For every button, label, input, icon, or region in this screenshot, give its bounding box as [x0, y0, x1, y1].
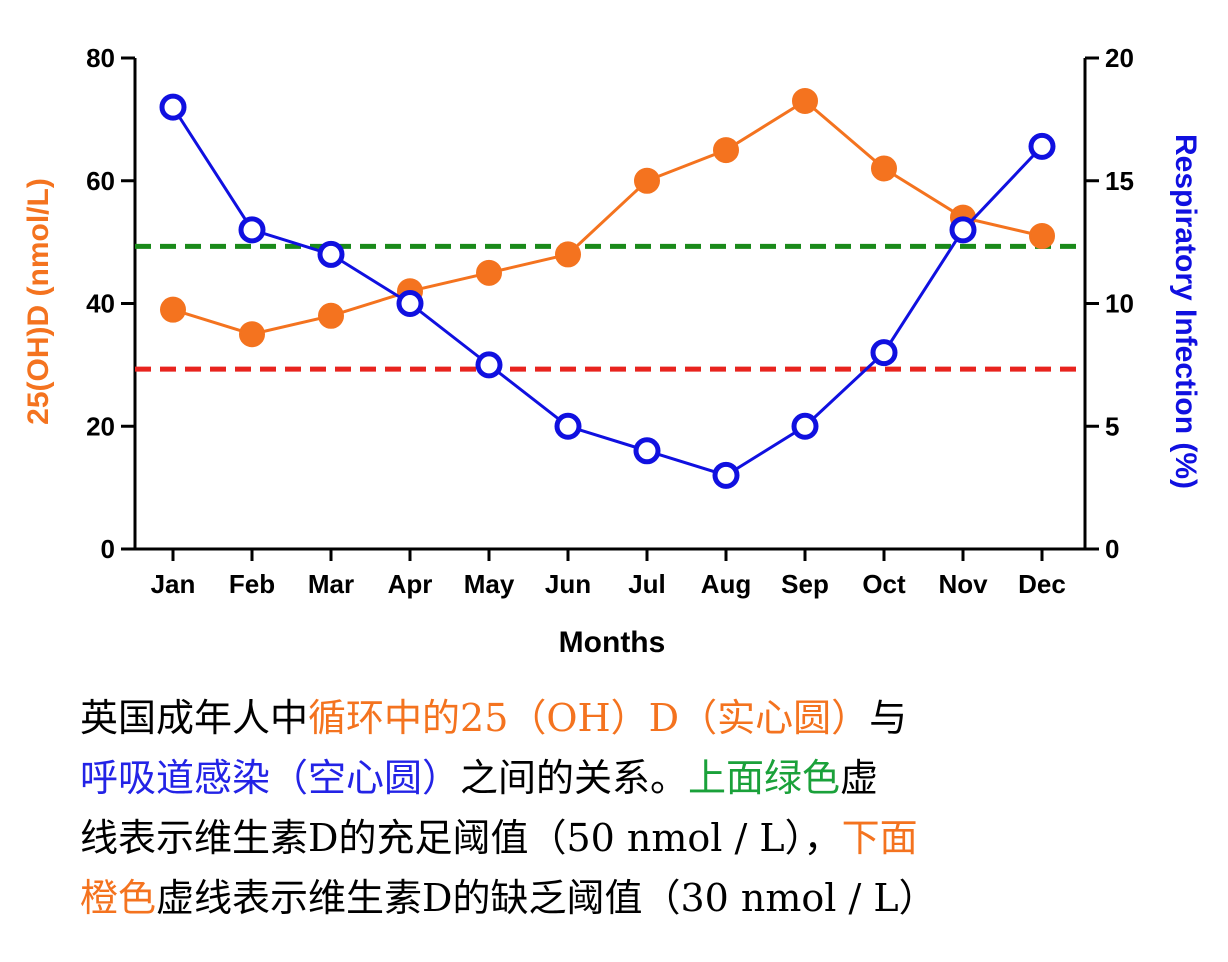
- right-axis-title: Respiratory Infection (%): [1169, 134, 1202, 489]
- vitamin-d-point: [476, 259, 502, 286]
- left-tick-label: 0: [101, 534, 115, 564]
- axes: [121, 56, 1099, 561]
- caption-line-2: 呼吸道感染（空心圆）之间的关系。上面绿色虚: [80, 748, 1200, 808]
- x-tick-label: Nov: [938, 569, 988, 599]
- caption-segment: 下面: [841, 816, 918, 860]
- vitamin-d-point: [634, 167, 660, 194]
- left-tick-label: 20: [86, 411, 115, 441]
- infection-point: [475, 351, 503, 379]
- caption-line-3: 线表示维生素D的充足阈值（50 nmol / L），下面: [80, 808, 1200, 868]
- reference-lines: [135, 243, 1085, 372]
- infection-point: [791, 412, 819, 440]
- vitamin-d-line: [172, 99, 1043, 336]
- vitamin-d-point: [555, 241, 581, 268]
- x-axis-title: Months: [559, 626, 666, 659]
- left-axis-title: 25(OH)D (nmol/L): [22, 178, 55, 425]
- infection-point: [159, 93, 187, 121]
- vitamin-d-point: [1029, 222, 1055, 249]
- infection-point: [712, 461, 740, 489]
- left-tick-label: 60: [86, 166, 115, 196]
- left-tick-label: 40: [86, 289, 115, 319]
- caption: 英国成年人中循环中的25（OH）D（实心圆）与 呼吸道感染（空心圆）之间的关系。…: [80, 688, 1200, 928]
- x-tick-label: Jan: [151, 569, 196, 599]
- x-tick-label: Aug: [701, 569, 752, 599]
- infection-point: [949, 216, 977, 244]
- infection-point: [870, 339, 898, 367]
- caption-segment: 上面绿色: [688, 756, 841, 800]
- right-tick-label: 0: [1105, 534, 1119, 564]
- vitamin-d-point: [318, 302, 344, 329]
- caption-segment: 呼吸道感染（空心圆）: [80, 756, 461, 800]
- infection-point: [238, 216, 266, 244]
- infection-point: [1028, 132, 1056, 160]
- right-tick-label: 15: [1105, 166, 1134, 196]
- infection-line: [171, 106, 1044, 477]
- caption-segment: 虚: [840, 756, 879, 800]
- caption-segment: 橙色: [80, 876, 157, 920]
- right-tick-label: 20: [1105, 43, 1134, 73]
- chart: 0 20 40 60 80 0 5 10 15 20 Jan Feb Mar Apr May Jun Jul Au…: [22, 43, 1202, 659]
- x-tick-label: Dec: [1018, 569, 1066, 599]
- left-tick-label: 80: [86, 43, 115, 73]
- infection-point: [633, 437, 661, 465]
- x-tick-label: Jun: [545, 569, 591, 599]
- caption-line-4: 橙色虚线表示维生素D的缺乏阈值（30 nmol / L）: [80, 868, 1200, 928]
- vitamin-d-point: [871, 155, 897, 182]
- infection-point: [554, 412, 582, 440]
- infection-point: [317, 240, 345, 268]
- vitamin-d-point: [792, 87, 818, 114]
- x-tick-label: Jul: [628, 569, 666, 599]
- right-tick-label: 10: [1105, 289, 1134, 319]
- infection-point: [396, 290, 424, 317]
- caption-segment: 之间的关系。: [460, 756, 689, 800]
- caption-segment: 虚线表示维生素D的缺乏阈值（30 nmol / L）: [156, 876, 937, 920]
- x-tick-label: Mar: [308, 569, 354, 599]
- x-tick-label: Feb: [229, 569, 275, 599]
- right-tick-label: 5: [1105, 411, 1119, 441]
- x-tick-label: May: [464, 569, 515, 599]
- x-tick-label: Sep: [781, 569, 829, 599]
- x-tick-label: Oct: [862, 569, 906, 599]
- axis-labels: 0 20 40 60 80 0 5 10 15 20 Jan Feb Mar Apr May Jun Jul Au…: [22, 43, 1202, 659]
- caption-segment: 循环中的25（OH）D（实心圆）: [308, 696, 870, 740]
- vitamin-d-point: [713, 137, 739, 164]
- caption-segment: 线表示维生素D的充足阈值（50 nmol / L），: [80, 816, 842, 860]
- caption-segment: 英国成年人中: [80, 696, 309, 740]
- caption-segment: 与: [869, 696, 908, 740]
- caption-line-1: 英国成年人中循环中的25（OH）D（实心圆）与: [80, 688, 1200, 748]
- vitamin-d-point: [160, 296, 186, 323]
- x-tick-label: Apr: [388, 569, 433, 599]
- vitamin-d-point: [239, 321, 265, 348]
- series-layer: [159, 87, 1056, 489]
